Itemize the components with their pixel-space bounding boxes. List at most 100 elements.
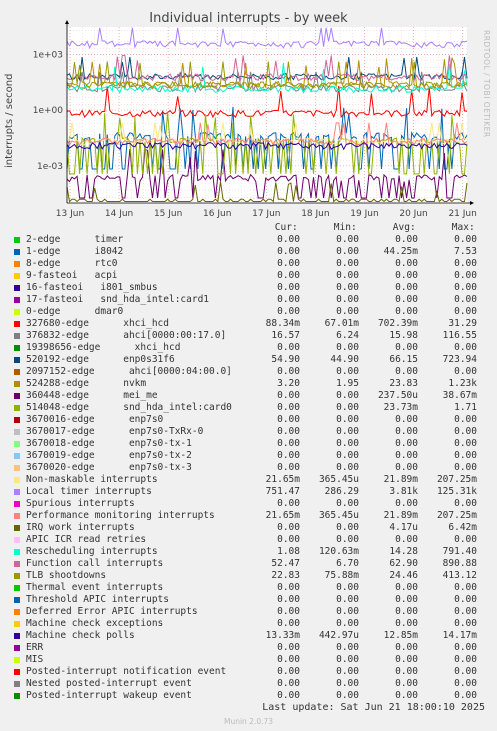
legend-series-name: Rescheduling interrupts	[26, 546, 158, 557]
legend-swatch	[14, 261, 20, 267]
legend-row: 327680-edge xhci_hcd 88.34m 67.01m 702.39m 3…	[0, 318, 497, 330]
legend-value-avg: 0.00	[395, 642, 418, 653]
legend-row: Performance monitoring interrupts 21.65m 3…	[0, 510, 497, 522]
legend-swatch	[14, 405, 20, 411]
legend-value-min: 120.63m	[318, 546, 359, 557]
legend-value-max: 0.00	[454, 462, 477, 473]
legend-row: 3670019-edge enp7s0-tx-2 0.00 0.00 0.00 0.00	[0, 450, 497, 462]
legend-value-avg: 23.83	[389, 378, 418, 389]
legend-series-name: Threshold APIC interrupts	[26, 594, 169, 605]
legend-value-max: 1.23k	[448, 378, 477, 389]
legend-value-cur: 0.00	[277, 534, 300, 545]
x-tick-label: 14 Jun	[105, 209, 133, 219]
legend-swatch	[14, 393, 20, 399]
legend-value-cur: 1.08	[277, 546, 300, 557]
legend-series-name: 0-edge dmar0	[26, 306, 124, 317]
legend-column-header: Avg:	[392, 222, 416, 233]
legend-value-min: 0.00	[336, 438, 359, 449]
legend-value-min: 75.88m	[324, 570, 359, 581]
legend-value-avg: 0.00	[395, 606, 418, 617]
series-line	[66, 112, 468, 175]
legend-row: 2-edge timer 0.00 0.00 0.00 0.00	[0, 234, 497, 246]
legend-swatch	[14, 489, 20, 495]
legend-row: 1-edge i8042 0.00 0.00 44.25m 7.53	[0, 246, 497, 258]
legend-value-cur: 0.00	[277, 654, 300, 665]
legend-column-header: Cur:	[274, 222, 298, 233]
legend-row: 524288-edge nvkm 3.20 1.95 23.83 1.23k	[0, 378, 497, 390]
legend-value-avg: 66.15	[389, 354, 418, 365]
series-line	[66, 148, 468, 199]
legend-row: Machine check polls 13.33m 442.97u 12.85m 14…	[0, 630, 497, 642]
legend-value-avg: 24.46	[389, 570, 418, 581]
legend-value-min: 0.00	[336, 450, 359, 461]
legend-series-name: 3670018-edge enp7s0-tx-1	[26, 438, 192, 449]
legend-row: Posted-interrupt wakeup event 0.00 0.00 0.0…	[0, 690, 497, 702]
legend-series-name: 8-edge rtc0	[26, 258, 118, 269]
legend-value-max: 0.00	[454, 282, 477, 293]
legend-series-name: 360448-edge mei_me	[26, 390, 158, 401]
legend-value-avg: 0.00	[395, 618, 418, 629]
legend-swatch	[14, 285, 20, 291]
legend-swatch	[14, 369, 20, 375]
legend-swatch	[14, 477, 20, 483]
series-line	[66, 27, 468, 49]
legend-value-max: 0.00	[454, 294, 477, 305]
legend-value-min: 0.00	[336, 366, 359, 377]
legend-row: 2097152-edge ahci[0000:04:00.0] 0.00 0.00 0…	[0, 366, 497, 378]
legend-series-name: Deferred Error APIC interrupts	[26, 606, 198, 617]
y-tick-label: 1e+00	[33, 106, 64, 116]
legend-value-avg: 0.00	[395, 582, 418, 593]
legend-value-cur: 13.33m	[265, 630, 300, 641]
series-line	[66, 62, 468, 94]
legend-value-avg: 44.25m	[383, 246, 418, 257]
legend-series-name: 514048-edge snd_hda_intel:card0	[26, 402, 232, 413]
legend-value-min: 0.00	[336, 654, 359, 665]
legend-series-name: 19398656-edge xhci_hcd	[26, 342, 181, 353]
legend-series-name: 3670020-edge enp7s0-tx-3	[26, 462, 192, 473]
legend-value-max: 0.00	[454, 306, 477, 317]
legend-value-min: 44.90	[330, 354, 359, 365]
legend-value-cur: 0.00	[277, 414, 300, 425]
last-update: Last update: Sat Jun 21 18:00:10 2025	[262, 702, 485, 713]
legend-row: 0-edge dmar0 0.00 0.00 0.00 0.00	[0, 306, 497, 318]
legend-value-cur: 21.65m	[265, 510, 300, 521]
legend-column-header: Max:	[451, 222, 475, 233]
x-tick-label: 16 Jun	[203, 209, 231, 219]
legend-value-avg: 21.89m	[383, 510, 418, 521]
legend-value-min: 67.01m	[324, 318, 359, 329]
legend-value-avg: 0.00	[395, 534, 418, 545]
legend-swatch	[14, 249, 20, 255]
legend-value-max: 0.00	[454, 594, 477, 605]
legend-value-avg: 0.00	[395, 498, 418, 509]
x-tick-label: 15 Jun	[154, 209, 182, 219]
legend-swatch	[14, 645, 20, 651]
legend-value-max: 38.67m	[442, 390, 477, 401]
legend-series-name: Machine check exceptions	[26, 618, 164, 629]
legend-series-name: 376832-edge ahci[0000:00:17.0]	[26, 330, 227, 341]
legend-value-max: 116.55	[442, 330, 477, 341]
legend-series-name: 9-fasteoi acpi	[26, 270, 118, 281]
legend-swatch	[14, 585, 20, 591]
legend-row: Machine check exceptions 0.00 0.00 0.00 0.00	[0, 618, 497, 630]
legend-value-cur: 0.00	[277, 678, 300, 689]
legend-value-cur: 0.00	[277, 282, 300, 293]
legend-series-name: 2-edge timer	[26, 234, 124, 245]
legend-series-name: Thermal event interrupts	[26, 582, 164, 593]
y-tick-label: 1e+03	[33, 50, 63, 60]
legend-row: 8-edge rtc0 0.00 0.00 0.00 0.00	[0, 258, 497, 270]
legend-swatch	[14, 681, 20, 687]
legend-value-min: 0.00	[336, 678, 359, 689]
legend-value-cur: 0.00	[277, 594, 300, 605]
legend-column-header: Min:	[333, 222, 357, 233]
legend-value-cur: 0.00	[277, 234, 300, 245]
legend-value-avg: 0.00	[395, 234, 418, 245]
legend-value-avg: 702.39m	[377, 318, 418, 329]
x-tick-label: 20 Jun	[399, 209, 427, 219]
legend-swatch	[14, 621, 20, 627]
legend-swatch	[14, 297, 20, 303]
x-tick-label: 21 Jun	[448, 209, 476, 219]
legend-series-name: 3670016-edge enp7s0	[26, 414, 164, 425]
legend-value-min: 0.00	[336, 690, 359, 701]
legend-value-min: 442.97u	[318, 630, 359, 641]
legend-value-max: 0.00	[454, 618, 477, 629]
